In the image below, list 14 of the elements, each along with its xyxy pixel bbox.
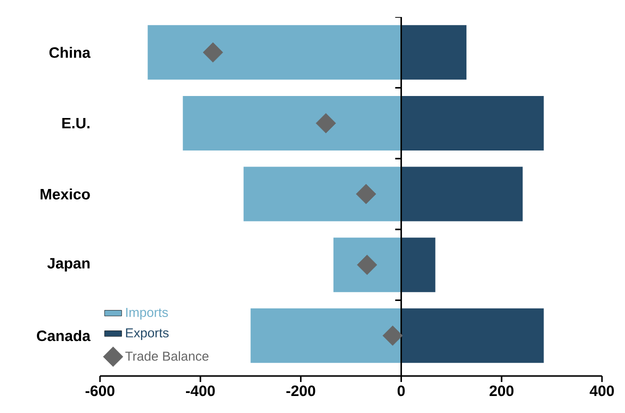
y-tick-label: Canada: [36, 330, 91, 342]
y-tick-label: China: [49, 46, 91, 58]
x-tick-label: -200: [286, 386, 316, 396]
x-tick-label: 400: [590, 386, 614, 396]
x-tick-label: -400: [186, 386, 215, 396]
legend-label: Exports: [126, 328, 169, 340]
legend-label: Trade Balance: [125, 351, 208, 361]
legend-label: Imports: [126, 308, 168, 320]
y-tick-label: Mexico: [40, 188, 90, 200]
x-tick-label: 200: [490, 386, 514, 396]
x-tick-label: -600: [86, 386, 114, 396]
y-tick-label: Japan: [47, 258, 90, 272]
x-tick-label: 0: [398, 386, 405, 396]
y-tick-label: E.U.: [62, 118, 90, 128]
